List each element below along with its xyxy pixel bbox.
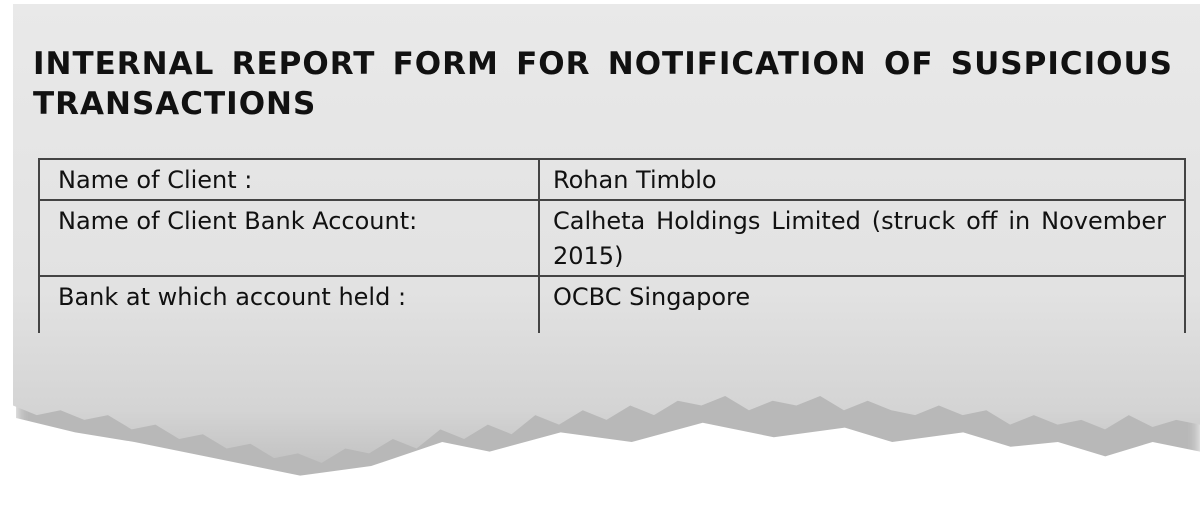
row-value: Rohan Timblo bbox=[538, 158, 1186, 201]
table-row: Name of Client : Rohan Timblo bbox=[38, 158, 1186, 201]
table-row: Name of Client Bank Account: Calheta Hol… bbox=[38, 199, 1186, 277]
row-value: Calheta Holdings Limited (struck off in … bbox=[538, 199, 1186, 277]
table-row: Bank at which account held : OCBC Singap… bbox=[38, 275, 1186, 333]
row-label: Bank at which account held : bbox=[38, 275, 540, 333]
row-label: Name of Client Bank Account: bbox=[38, 199, 540, 277]
row-label: Name of Client : bbox=[38, 158, 540, 201]
row-value: OCBC Singapore bbox=[538, 275, 1186, 333]
document-title: INTERNAL REPORT FORM FOR NOTIFICATION OF… bbox=[33, 46, 1173, 122]
report-table: Name of Client : Rohan Timblo Name of Cl… bbox=[38, 158, 1186, 333]
